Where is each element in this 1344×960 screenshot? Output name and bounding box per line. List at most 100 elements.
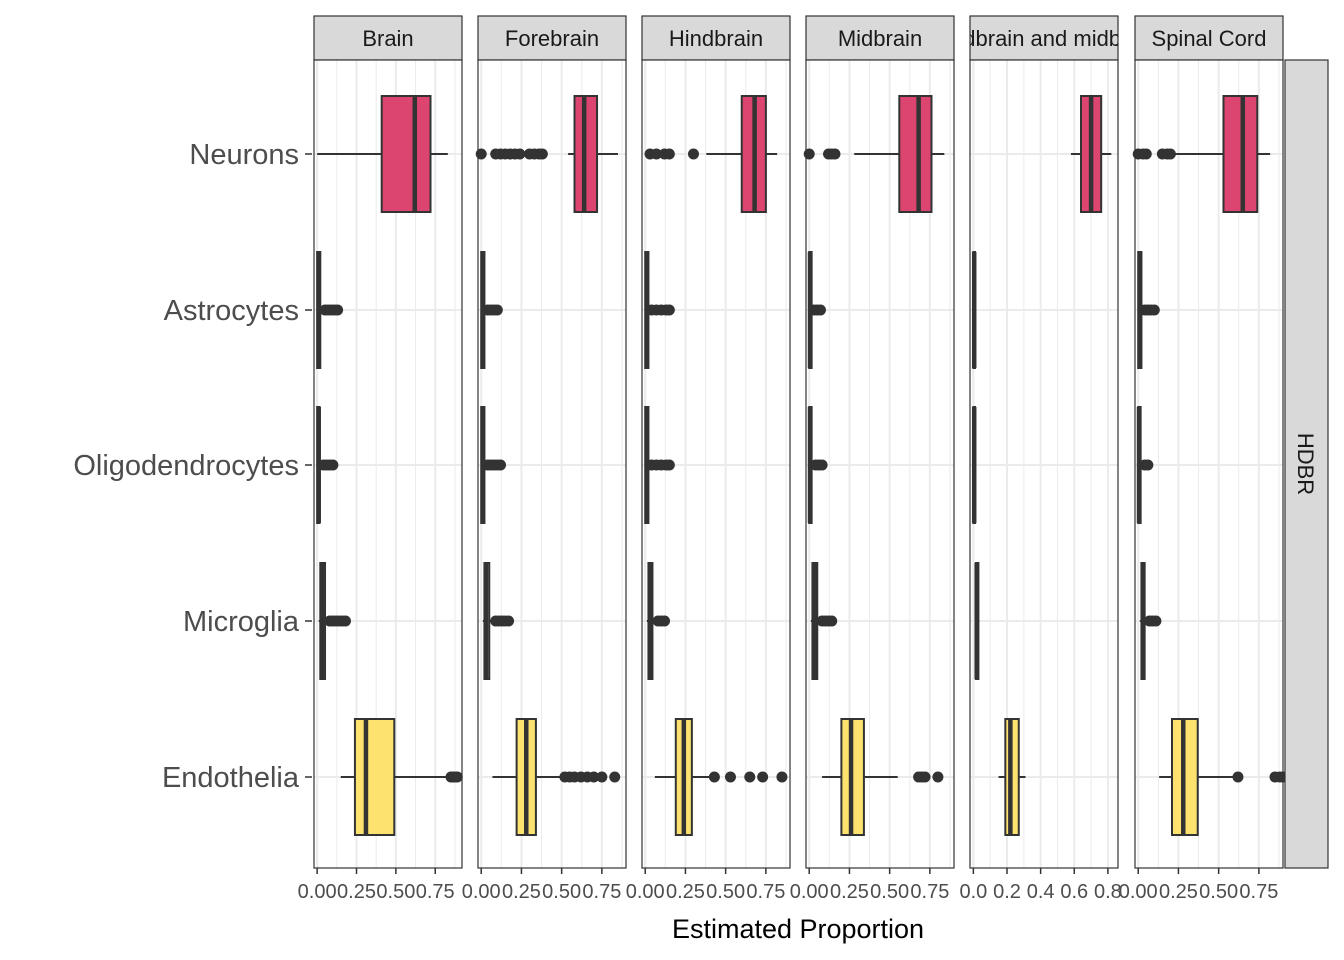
x-tick-label: 0.00	[462, 881, 501, 903]
outlier-point	[1148, 304, 1160, 316]
panel-border	[969, 59, 1119, 869]
box-endothelia	[492, 718, 621, 836]
x-tick-label: 0.25	[830, 881, 869, 903]
outlier-point	[1232, 771, 1244, 783]
panel-border	[805, 59, 955, 869]
outlier-point	[588, 771, 600, 783]
facet-strip-label: Midbrain	[838, 26, 922, 51]
box-astrocytes	[1137, 251, 1160, 369]
x-tick-label: 0.8	[1094, 881, 1122, 903]
outlier-point	[1150, 615, 1162, 627]
box-neurons	[1070, 95, 1112, 213]
x-axis-title: Estimated Proportion	[672, 914, 924, 944]
category-label-microglia: Microglia	[183, 606, 300, 638]
category-label-neurons: Neurons	[189, 139, 299, 171]
panel-spinal-cord: Spinal Cord 0.00 0.25 0.50 0.75	[1119, 15, 1289, 903]
x-tick-label: 0.6	[1060, 881, 1088, 903]
box-iqr	[898, 95, 933, 213]
outlier-point	[776, 771, 788, 783]
facet-strip-background	[969, 15, 1119, 61]
outlier-point	[332, 304, 344, 316]
box-oligodendrocytes	[480, 406, 507, 524]
outlier-point	[687, 148, 699, 160]
outlier-point	[932, 771, 944, 783]
x-tick-label: 0.50	[706, 881, 745, 903]
x-tick-label: 0.00	[298, 881, 337, 903]
outlier-point	[650, 148, 662, 160]
row-strip-label: HDBR	[1293, 433, 1318, 495]
panel-midbrain: Midbrain 0.00 0.25 0.50 0.75	[790, 15, 955, 903]
x-tick-label: 0.50	[1199, 881, 1238, 903]
outlier-point	[708, 771, 720, 783]
box-astrocytes	[480, 251, 503, 369]
panel-hindbrain-and-midbrain: Hindbrain and midbrain 0.0 0.2 0.4 0.6 0.8	[959, 15, 1122, 903]
outlier-point	[826, 615, 838, 627]
row-facet-strip: HDBR	[1284, 59, 1329, 869]
box-neurons	[475, 95, 618, 213]
box-endothelia	[654, 718, 788, 836]
outlier-point	[803, 148, 815, 160]
row-strip-background	[1284, 59, 1329, 869]
x-tick-label: 0.25	[502, 881, 541, 903]
panel-forebrain: Forebrain 0.00 0.25 0.50 0.75	[462, 15, 627, 903]
x-tick-label: 0.25	[1159, 881, 1198, 903]
outlier-point	[536, 148, 548, 160]
outlier-point	[491, 304, 503, 316]
outlier-point	[829, 148, 841, 160]
outlier-point	[744, 771, 756, 783]
panel-brain: Brain 0.00 0.25 0.50 0.75	[298, 15, 463, 903]
box-microglia	[482, 562, 515, 680]
outlier-point	[327, 459, 339, 471]
category-label-endothelia: Endothelia	[162, 762, 300, 794]
box-oligodendrocytes	[316, 406, 339, 524]
x-tick-label: 0.75	[910, 881, 949, 903]
outlier-point	[663, 148, 675, 160]
facet-strip-label: Forebrain	[505, 26, 599, 51]
box-astrocytes	[971, 251, 977, 369]
category-label-oligodendrocytes: Oligodendrocytes	[73, 450, 299, 482]
outlier-point	[596, 771, 608, 783]
facet-strip-background	[313, 15, 463, 61]
x-tick-label: 0.4	[1027, 881, 1055, 903]
box-microglia	[646, 562, 671, 680]
x-tick-label: 0.50	[542, 881, 581, 903]
category-axis-labels: Neurons Astrocytes Oligodendrocytes Microgl…	[73, 139, 312, 794]
outlier-point	[814, 304, 826, 316]
box-neurons	[317, 95, 448, 213]
x-tick-label: 0.25	[337, 881, 376, 903]
box-oligodendrocytes	[807, 406, 828, 524]
panel-border	[477, 59, 627, 869]
facet-strip-label: Spinal Cord	[1152, 26, 1267, 51]
outlier-point	[1140, 148, 1152, 160]
x-tick-label: 0.0	[959, 881, 987, 903]
box-neurons	[1132, 95, 1271, 213]
facet-strip-background	[477, 15, 627, 61]
outlier-point	[451, 771, 463, 783]
box-microglia	[318, 562, 351, 680]
x-tick-label: 0.75	[1239, 881, 1278, 903]
box-oligodendrocytes	[644, 406, 675, 524]
box-endothelia	[998, 718, 1026, 836]
x-tick-label: 0.75	[582, 881, 621, 903]
outlier-point	[816, 459, 828, 471]
x-tick-label: 0.2	[993, 881, 1021, 903]
box-iqr	[380, 95, 432, 213]
x-tick-label: 0.75	[746, 881, 785, 903]
facet-strip-label: Brain	[362, 26, 413, 51]
x-tick-label: 0.50	[376, 881, 415, 903]
panel-hindbrain: Hindbrain 0.00 0.25 0.50 0.75	[626, 15, 791, 903]
box-microglia	[810, 562, 838, 680]
outlier-point	[1142, 459, 1154, 471]
box-iqr	[353, 718, 396, 836]
facet-strip-background	[805, 15, 955, 61]
box-astrocytes	[644, 251, 675, 369]
box-microglia	[974, 562, 980, 680]
box-oligodendrocytes	[1136, 406, 1154, 524]
panel-border	[1134, 59, 1284, 869]
x-tick-label: 0.75	[416, 881, 455, 903]
outlier-point	[757, 771, 769, 783]
box-endothelia	[822, 718, 944, 836]
box-microglia	[1139, 562, 1162, 680]
panel-border	[313, 59, 463, 869]
